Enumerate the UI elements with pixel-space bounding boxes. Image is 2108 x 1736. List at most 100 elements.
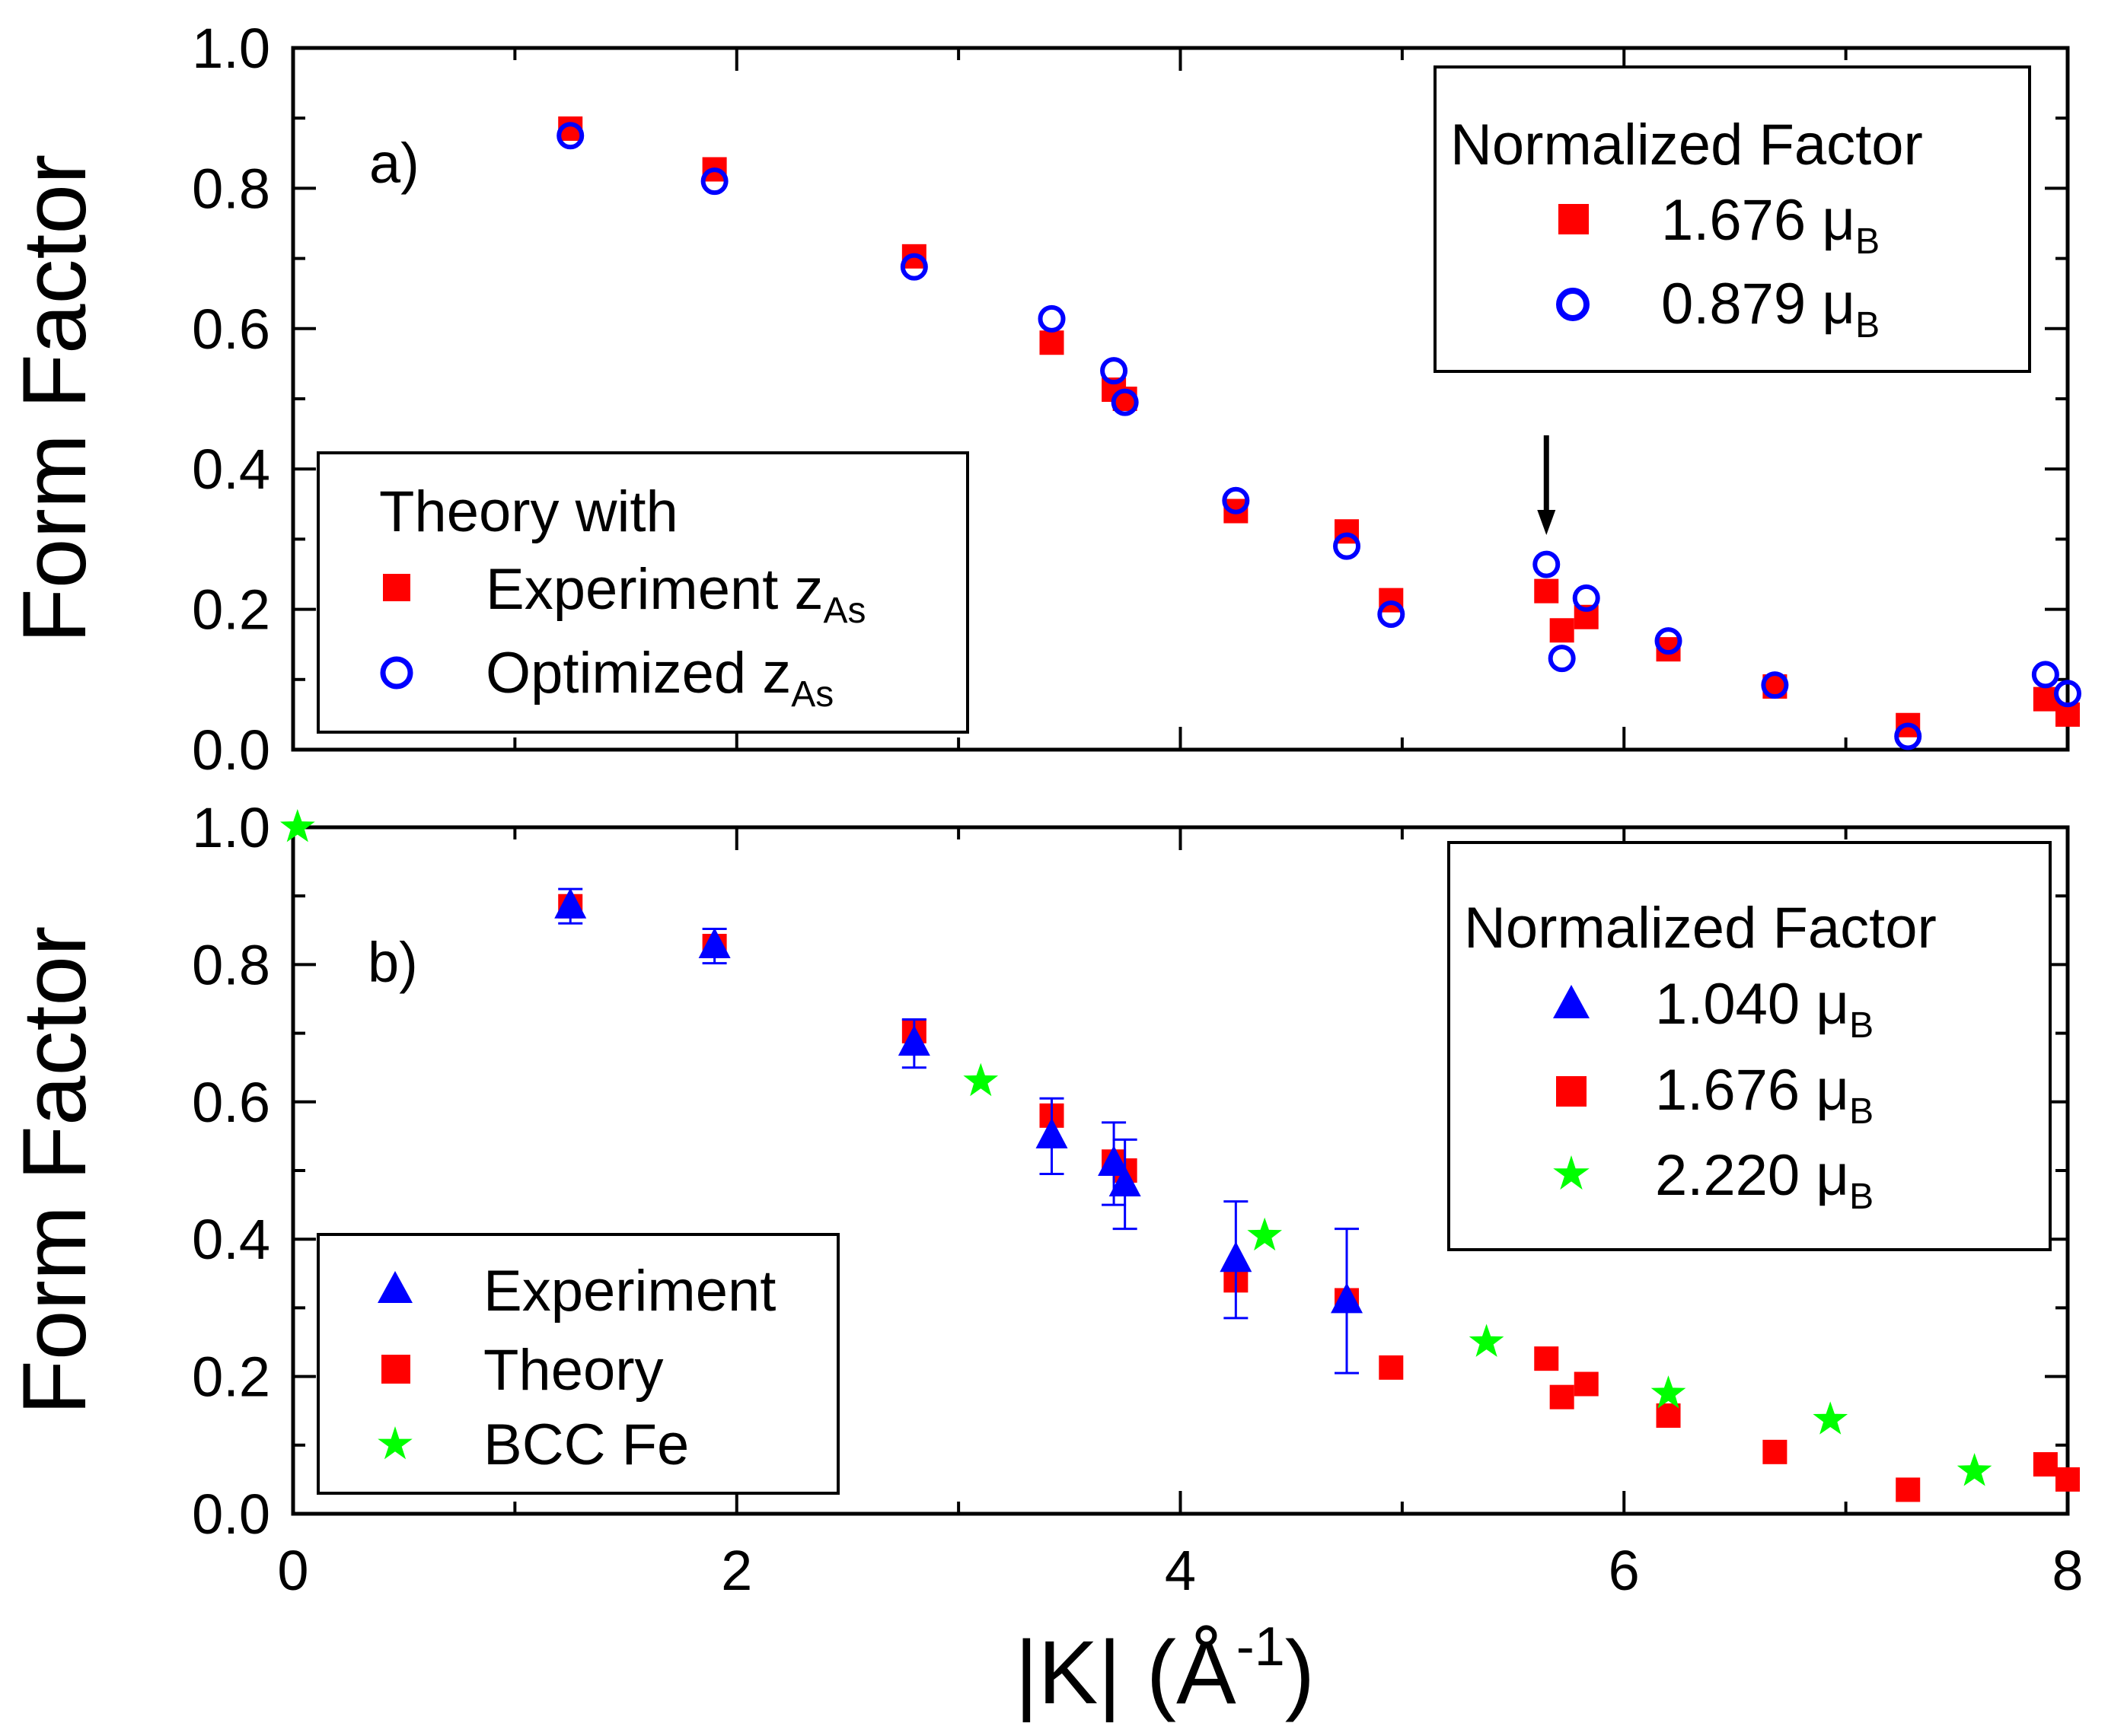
legend-triangle-marker	[378, 1271, 413, 1303]
square-marker	[1762, 1439, 1787, 1464]
triangle-marker	[1108, 1166, 1141, 1197]
circle-marker	[1100, 357, 1128, 385]
legend-experiment-z-label: Experiment zAs	[486, 557, 866, 631]
legend-theory-label: Theory	[483, 1338, 664, 1403]
panel-a-label: a)	[369, 132, 419, 195]
arrow-head	[1537, 510, 1556, 535]
triangle-marker	[1220, 1241, 1252, 1273]
circle-marker	[1222, 486, 1250, 514]
legend-circle-marker	[1556, 288, 1590, 321]
triangle-marker	[554, 887, 587, 919]
star-marker	[1957, 1453, 1992, 1486]
square-marker	[1549, 1384, 1574, 1410]
legend-star-marker	[378, 1426, 413, 1460]
circle-marker	[1532, 550, 1561, 578]
circle-marker	[2054, 680, 2081, 708]
y-tick-label: 0.6	[192, 298, 270, 361]
legend-moment-1676-a: 1.676 μB	[1661, 188, 1880, 262]
y-tick-label: 0.8	[192, 157, 270, 220]
star-marker	[1650, 1375, 1686, 1409]
panel-b: 0.0 0.2 0.4 0.6 0.8 1.0 0 2 4 6 8 Form Factor |K|…	[5, 796, 2084, 1723]
panel-a-y-tick-labels: 0.0 0.2 0.4 0.6 0.8 1.0	[192, 17, 270, 782]
legend-normalized-factor-b-title: Normalized Factor	[1464, 896, 1937, 960]
y-tick-label: 1.0	[192, 796, 270, 859]
star-marker	[1469, 1324, 1504, 1357]
x-tick-label: 4	[1165, 1539, 1196, 1602]
square-marker	[1039, 330, 1064, 355]
legend-moment-1040-b: 1.040 μB	[1655, 972, 1874, 1046]
annotation-arrow	[1537, 435, 1556, 535]
panel-a: 0.0 0.2 0.4 0.6 0.8 1.0 Form Factor a) Theory…	[5, 17, 2081, 782]
triangle-marker	[698, 928, 731, 959]
legend-moment-1676-b: 1.676 μB	[1655, 1058, 1874, 1132]
legend-normalized-factor-a-title: Normalized Factor	[1450, 113, 1923, 177]
star-marker	[963, 1062, 999, 1097]
y-tick-label: 0.4	[192, 1208, 270, 1271]
circle-marker	[1548, 645, 1576, 673]
panel-b-x-tick-labels: 0 2 4 6 8	[277, 1539, 2083, 1602]
legend-moment-0879-a: 0.879 μB	[1661, 272, 1880, 346]
panel-a-data-points	[556, 116, 2081, 750]
legend-normalized-factor-b-box	[1447, 841, 2052, 1251]
circle-marker	[900, 253, 928, 281]
y-tick-label: 0.2	[192, 1346, 270, 1409]
legend-bcc-fe-label: BCC Fe	[483, 1413, 689, 1477]
legend-normalized-factor-b: Normalized Factor 1.040 μB 1.676 μB 2.22…	[1447, 841, 2052, 1251]
star-marker	[1813, 1401, 1848, 1435]
star-marker	[280, 809, 315, 843]
triangle-marker	[1035, 1117, 1068, 1148]
legend-square-marker	[1556, 1076, 1587, 1107]
y-tick-label: 1.0	[192, 17, 270, 80]
square-marker	[1896, 1477, 1921, 1502]
circle-marker	[556, 122, 585, 150]
y-tick-label: 0.0	[192, 1483, 270, 1546]
circle-marker	[1377, 600, 1405, 629]
legend-theory-with: Theory with Experiment zAs Optimized zAs	[317, 451, 969, 734]
legend-star-marker	[1553, 1155, 1590, 1190]
legend-optimized-z-label: Optimized zAs	[486, 641, 834, 715]
y-tick-label: 0.2	[192, 578, 270, 642]
square-marker	[1574, 1371, 1599, 1397]
legend-moment-2220-b: 2.220 μB	[1655, 1143, 1874, 1217]
panel-b-data-points	[280, 809, 2080, 1502]
circle-marker	[1333, 532, 1361, 560]
circle-marker	[700, 167, 729, 196]
circle-marker	[1894, 722, 1922, 750]
triangle-marker	[1331, 1282, 1363, 1314]
square-marker	[1534, 1346, 1559, 1371]
circle-marker	[1038, 304, 1066, 333]
legend-normalized-factor-a: Normalized Factor 1.676 μB 0.879 μB	[1434, 65, 2031, 373]
square-marker	[1379, 1355, 1404, 1380]
legend-square-marker	[1558, 204, 1589, 234]
triangle-marker	[898, 1025, 930, 1056]
y-tick-label: 0.4	[192, 438, 270, 501]
legend-normalized-factor-a-box	[1434, 65, 2031, 373]
legend-theory-with-title: Theory with	[379, 479, 678, 544]
square-marker	[2033, 686, 2058, 712]
y-tick-label: 0.8	[192, 933, 270, 996]
x-tick-label: 0	[277, 1539, 308, 1602]
circle-marker	[1572, 584, 1600, 612]
panel-b-y-tick-labels: 0.0 0.2 0.4 0.6 0.8 1.0	[192, 796, 270, 1546]
legend-triangle-marker	[1553, 985, 1590, 1018]
panel-b-y-axis-title: Form Factor	[5, 926, 105, 1416]
legend-series-b: Experiment Theory BCC Fe	[317, 1233, 840, 1495]
star-marker	[1247, 1217, 1282, 1251]
legend-theory-with-box	[317, 451, 969, 734]
legend-experiment-label: Experiment	[483, 1259, 776, 1324]
y-tick-label: 0.0	[192, 718, 270, 782]
legend-square-marker	[381, 1355, 410, 1384]
x-tick-label: 8	[2052, 1539, 2083, 1602]
square-marker	[2055, 1467, 2080, 1492]
triangle-marker	[1098, 1145, 1131, 1176]
y-tick-label: 0.6	[192, 1071, 270, 1134]
x-tick-label: 2	[721, 1539, 752, 1602]
circle-marker	[1654, 627, 1682, 655]
x-axis-title: |K| (Å-1)	[1015, 1617, 1315, 1723]
square-marker	[1534, 578, 1559, 604]
square-marker	[2033, 1452, 2058, 1477]
legend-circle-marker	[380, 656, 413, 690]
panel-b-label: b)	[368, 931, 418, 994]
x-tick-label: 6	[1609, 1539, 1640, 1602]
